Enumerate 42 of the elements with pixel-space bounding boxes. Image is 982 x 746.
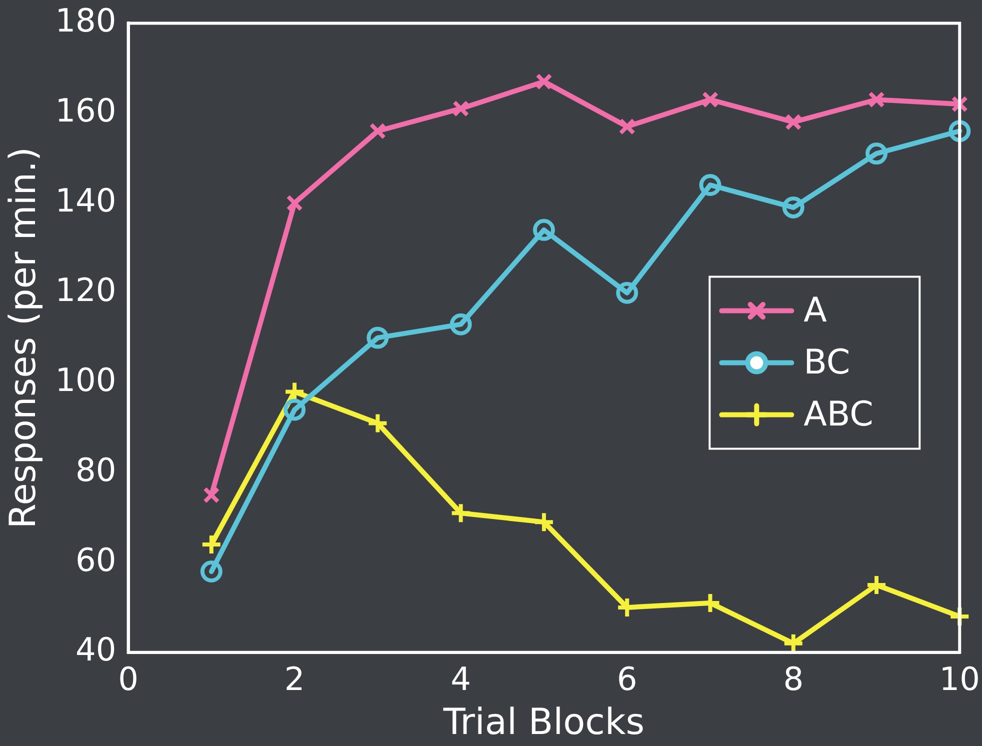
point <box>782 196 804 218</box>
y-tick-label: 80 <box>76 450 116 489</box>
point <box>452 100 470 117</box>
point <box>868 91 885 108</box>
point <box>702 91 719 108</box>
y-tick-label: 60 <box>76 540 116 579</box>
y-tick-label: 100 <box>55 361 116 400</box>
point <box>369 122 386 140</box>
point <box>866 142 888 165</box>
point <box>785 114 802 130</box>
y-tick-label: 160 <box>55 91 116 130</box>
point <box>699 174 722 196</box>
point <box>616 282 638 304</box>
x-tick-label: 8 <box>783 660 804 698</box>
y-tick-label: 120 <box>55 271 116 310</box>
legend-label: BC <box>804 342 850 383</box>
point <box>200 560 222 583</box>
point <box>536 73 552 90</box>
point <box>532 511 555 534</box>
point <box>948 120 971 142</box>
point <box>532 218 555 241</box>
x-tick-label: 4 <box>450 660 472 698</box>
point <box>366 326 389 349</box>
point <box>286 194 303 212</box>
x-tick-label: 6 <box>616 660 638 698</box>
point <box>366 412 389 434</box>
point <box>951 96 968 112</box>
point <box>450 313 472 336</box>
point <box>450 502 472 524</box>
point <box>284 398 306 421</box>
y-axis-title: Responses (per min.) <box>2 146 44 529</box>
x-axis-title: Trial Blocks <box>442 702 645 743</box>
y-tick-label: 40 <box>76 630 116 669</box>
legend-label: A <box>804 290 827 331</box>
x-tick-label: 0 <box>118 660 138 698</box>
point <box>203 486 220 504</box>
y-tick-label: 140 <box>55 181 116 220</box>
x-tick-label: 2 <box>284 660 305 698</box>
x-tick-label: 10 <box>939 660 980 698</box>
legend-label: ABC <box>804 394 874 435</box>
point <box>618 118 636 135</box>
y-tick-label: 180 <box>55 2 116 40</box>
